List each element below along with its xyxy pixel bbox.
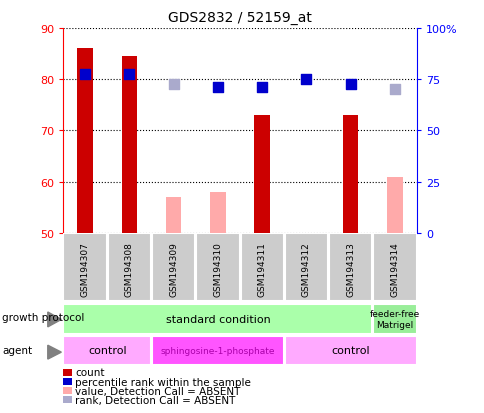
- Point: [213, 84, 221, 91]
- Point: [169, 82, 177, 88]
- Point: [125, 71, 133, 78]
- Polygon shape: [47, 312, 61, 327]
- Point: [258, 84, 266, 91]
- Bar: [151, 233, 195, 301]
- Bar: [373, 233, 416, 301]
- Bar: [63, 336, 151, 365]
- Text: GSM194314: GSM194314: [390, 242, 399, 296]
- Text: GSM194313: GSM194313: [346, 242, 354, 296]
- Bar: [107, 233, 151, 301]
- Text: control: control: [88, 346, 126, 356]
- Text: GSM194308: GSM194308: [125, 242, 134, 296]
- Bar: [196, 233, 239, 301]
- Text: agent: agent: [2, 346, 32, 356]
- Text: GSM194312: GSM194312: [302, 242, 310, 296]
- Title: GDS2832 / 52159_at: GDS2832 / 52159_at: [168, 11, 311, 25]
- Bar: [254, 116, 270, 233]
- Text: sphingosine-1-phosphate: sphingosine-1-phosphate: [160, 346, 274, 355]
- Point: [81, 71, 89, 78]
- Text: GSM194311: GSM194311: [257, 242, 266, 296]
- Text: rank, Detection Call = ABSENT: rank, Detection Call = ABSENT: [75, 395, 235, 405]
- Text: standard condition: standard condition: [165, 314, 270, 324]
- Point: [302, 77, 310, 83]
- Bar: [240, 233, 283, 301]
- Text: growth protocol: growth protocol: [2, 312, 85, 322]
- Bar: [63, 304, 372, 334]
- Bar: [328, 233, 372, 301]
- Bar: [121, 57, 137, 233]
- Bar: [210, 192, 225, 233]
- Point: [390, 87, 398, 93]
- Text: count: count: [75, 368, 105, 377]
- Bar: [284, 233, 328, 301]
- Text: control: control: [331, 346, 369, 356]
- Bar: [77, 50, 93, 233]
- Bar: [373, 304, 416, 334]
- Bar: [151, 336, 283, 365]
- Polygon shape: [47, 345, 61, 359]
- Text: GSM194307: GSM194307: [80, 242, 90, 296]
- Text: feeder-free
Matrigel: feeder-free Matrigel: [369, 309, 419, 329]
- Text: GSM194309: GSM194309: [169, 242, 178, 296]
- Text: GSM194310: GSM194310: [213, 242, 222, 296]
- Text: value, Detection Call = ABSENT: value, Detection Call = ABSENT: [75, 386, 240, 396]
- Bar: [386, 177, 402, 233]
- Bar: [166, 197, 181, 233]
- Text: percentile rank within the sample: percentile rank within the sample: [75, 377, 251, 387]
- Point: [346, 82, 354, 88]
- Bar: [63, 233, 106, 301]
- Bar: [284, 336, 416, 365]
- Bar: [342, 116, 358, 233]
